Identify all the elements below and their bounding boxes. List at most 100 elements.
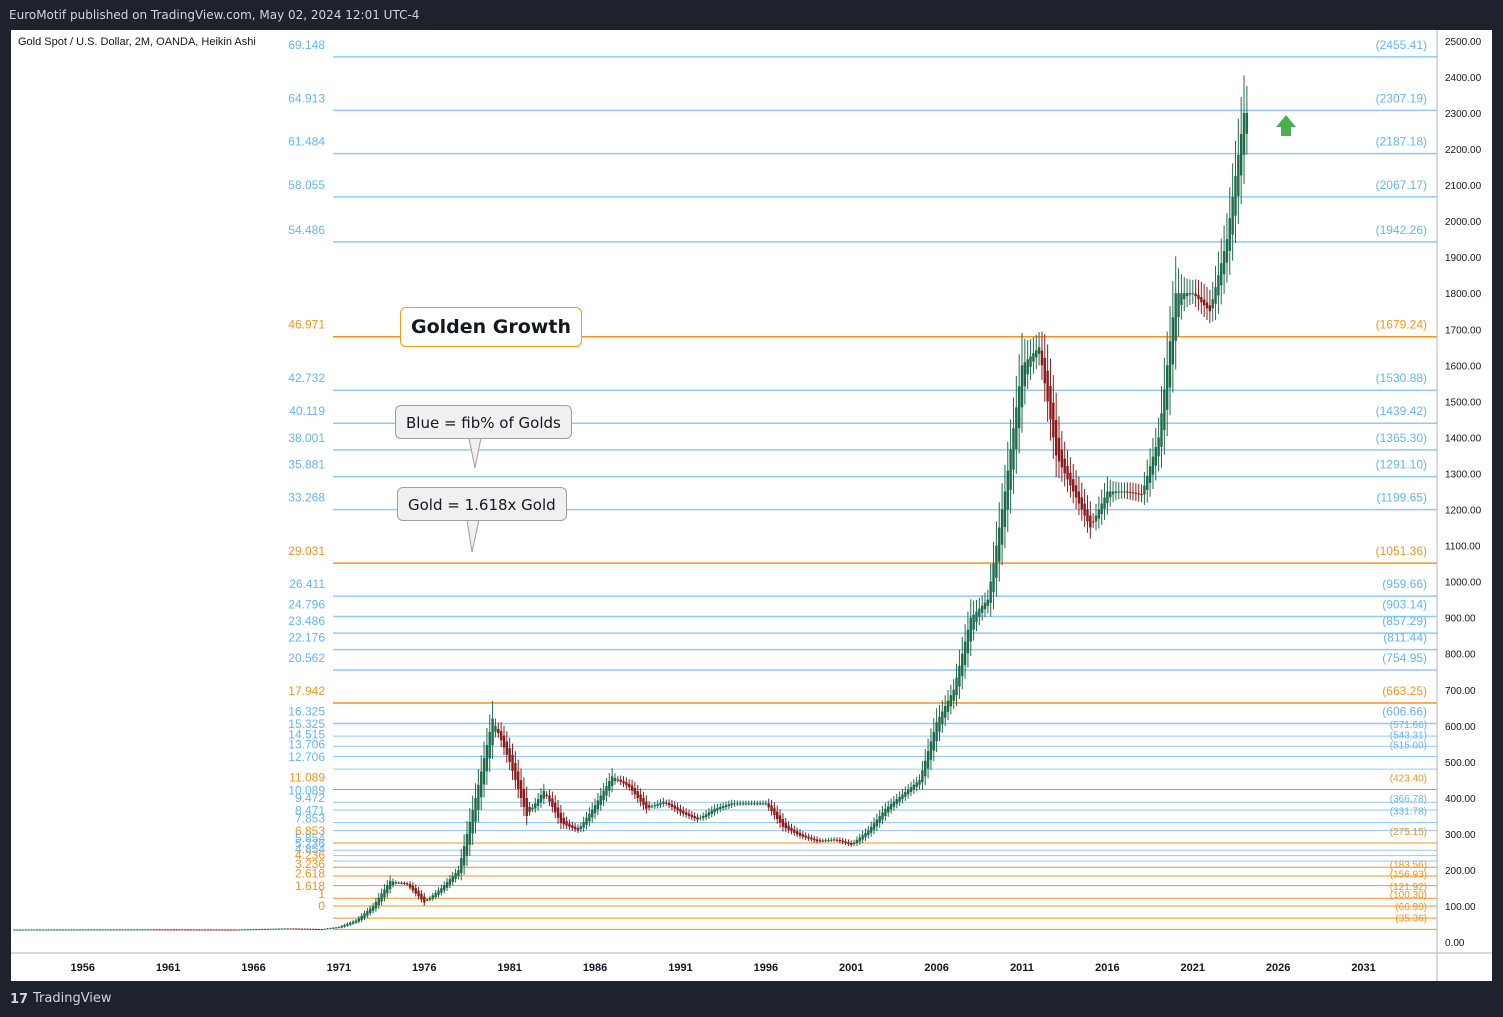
fib-ratio-label: 2.618 — [295, 867, 325, 881]
candle-body — [659, 802, 662, 805]
price-tick-label: 400.00 — [1445, 794, 1476, 805]
fib-price-label: (903.14) — [1382, 598, 1427, 612]
candle-body — [929, 741, 933, 760]
candle-body — [240, 929, 244, 931]
price-tick-label: 500.00 — [1445, 758, 1476, 769]
candle-body — [320, 929, 324, 931]
candle-body — [684, 812, 688, 815]
candle-body — [813, 838, 816, 841]
candle-body — [687, 813, 691, 816]
fib-price-label: (100.30) — [1390, 890, 1427, 901]
candle-body — [579, 826, 583, 830]
chart-area[interactable]: 69.148 (2455.41) 64.913 (2307.19) 61.484 (218… — [11, 30, 1492, 981]
candle-body — [497, 728, 500, 734]
candle-body — [1202, 299, 1206, 306]
fib-ratio-label: 6.853 — [295, 824, 325, 838]
candle-body — [33, 929, 36, 931]
golden-growth-label[interactable]: Golden Growth — [400, 307, 582, 347]
candle-body — [1040, 350, 1044, 366]
candle-body — [406, 883, 409, 885]
candle-body — [966, 629, 970, 654]
candle-body — [1120, 491, 1123, 493]
fib-price-label: (1679.24) — [1376, 318, 1427, 332]
time-tick-label: 1971 — [327, 962, 351, 974]
candle-body — [1183, 293, 1186, 300]
candle-body — [75, 929, 79, 931]
fib-price-label: (543.31) — [1390, 730, 1427, 741]
candle-body — [414, 888, 417, 894]
candle-body — [186, 929, 190, 931]
candle-body — [838, 840, 842, 842]
candle-body — [252, 929, 255, 931]
candle-body — [98, 929, 102, 931]
fib-ratio-label: 64.913 — [288, 91, 325, 105]
candle-body — [901, 794, 904, 800]
candle-body — [1140, 493, 1143, 496]
candle-body — [781, 819, 785, 827]
candle-body — [158, 929, 161, 931]
candle-body — [232, 929, 235, 931]
fib-price-label: (1051.36) — [1376, 544, 1427, 558]
candle-body — [53, 929, 56, 931]
candle-body — [21, 929, 25, 931]
fib-ratio-label: 33.268 — [288, 491, 325, 505]
candle-body — [1205, 302, 1209, 309]
candle-body — [1174, 293, 1177, 341]
fib-ratio-label: 22.176 — [288, 631, 325, 645]
time-tick-label: 1986 — [583, 962, 607, 974]
fib-ratio-label: 13.706 — [288, 738, 325, 752]
candle-body — [727, 804, 731, 807]
gold-note-callout[interactable]: Gold = 1.618x Gold — [397, 487, 567, 521]
candle-body — [61, 929, 65, 931]
tradingview-logo-icon[interactable]: 17 — [10, 992, 29, 1007]
candle-body — [1089, 515, 1092, 528]
candle-body — [377, 897, 380, 906]
fib-ratio-label: 7.853 — [295, 811, 325, 825]
fib-ratio-label: 16.325 — [288, 704, 325, 718]
blue-note-callout[interactable]: Blue = fib% of Golds — [395, 405, 572, 439]
candle-body — [818, 840, 822, 842]
candle-body — [1049, 386, 1052, 420]
candle-body — [724, 805, 728, 808]
tradingview-brand[interactable]: TradingView — [33, 991, 112, 1006]
candle-body — [656, 803, 659, 806]
candle-body — [263, 928, 267, 930]
candle-body — [18, 929, 22, 931]
candle-body — [1000, 509, 1004, 545]
candle-body — [337, 927, 341, 929]
candle-body — [958, 665, 961, 687]
candle-body — [30, 929, 33, 931]
price-tick-label: 2100.00 — [1445, 181, 1482, 192]
candle-body — [972, 614, 975, 630]
candle-body — [1037, 347, 1041, 354]
fib-price-label: (2187.18) — [1376, 135, 1427, 149]
candle-body — [303, 928, 306, 930]
candle-body — [622, 780, 625, 784]
fib-ratio-label: 15.325 — [288, 717, 325, 731]
candle-body — [1046, 370, 1049, 402]
candle-body — [1228, 218, 1231, 251]
candle-body — [1080, 497, 1083, 510]
fib-price-label: (35.36) — [1395, 913, 1427, 924]
price-tick-label: 1000.00 — [1445, 578, 1482, 589]
candle-body — [272, 928, 275, 930]
price-tick-label: 1200.00 — [1445, 506, 1482, 517]
candle-body — [761, 803, 765, 805]
candle-body — [374, 901, 378, 909]
fib-ratio-label: 5.236 — [295, 837, 325, 851]
candle-body — [665, 802, 668, 804]
candle-body — [70, 929, 73, 931]
candle-body — [562, 817, 565, 825]
candle-body — [508, 748, 511, 762]
candle-body — [474, 797, 477, 822]
fib-price-label: (754.95) — [1382, 651, 1427, 665]
candle-body — [719, 806, 722, 810]
fib-price-label: (121.92) — [1390, 882, 1427, 893]
candle-body — [542, 790, 546, 799]
candle-body — [909, 787, 913, 792]
fib-ratio-label: 17.942 — [288, 684, 325, 698]
candle-body — [118, 929, 121, 931]
fib-ratio-label: 1 — [318, 887, 325, 901]
candle-body — [1185, 293, 1189, 297]
fib-price-label: (1942.26) — [1376, 223, 1427, 237]
